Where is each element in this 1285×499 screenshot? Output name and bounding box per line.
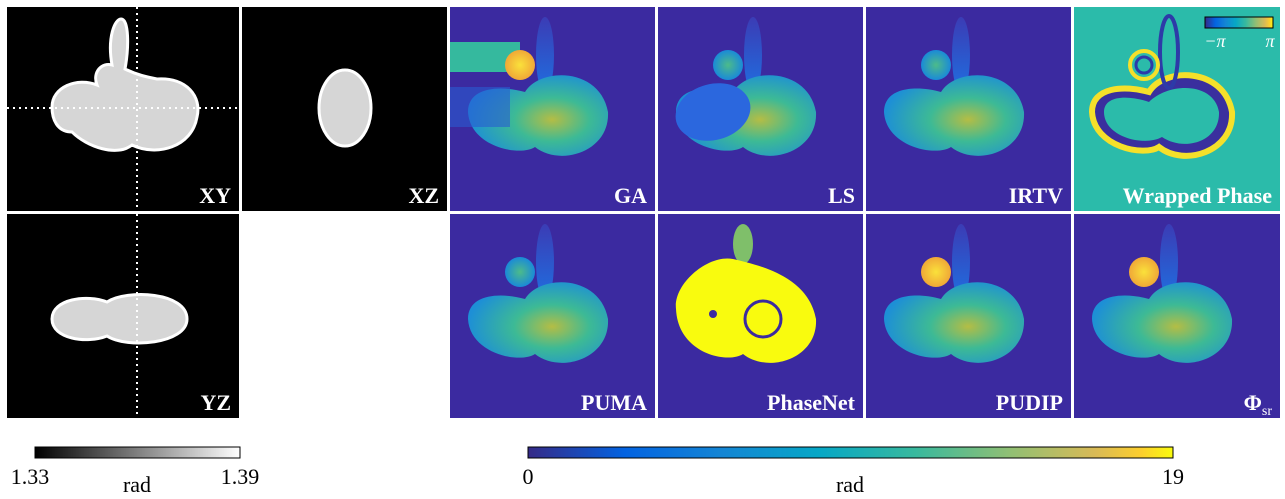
label-subscript: sr	[1262, 404, 1272, 419]
panel-label: Wrapped Phase	[1123, 183, 1273, 208]
panel-wrapped-phase: −π π Wrapped Phase	[1074, 7, 1280, 211]
panel-xy: XY	[7, 7, 239, 211]
panel-label: GA	[614, 183, 647, 208]
panel-puma: PUMA	[450, 214, 655, 418]
panel-label: Φsr	[1244, 390, 1273, 419]
panel-pudip: PUDIP	[866, 214, 1071, 418]
panel-label: PUMA	[581, 390, 647, 415]
panel-label: IRTV	[1009, 183, 1063, 208]
panel-label: LS	[828, 183, 855, 208]
colorbar-unit: rad	[836, 472, 864, 497]
colorbar-unit: rad	[123, 472, 151, 497]
panel-xz: XZ	[242, 7, 447, 211]
panel-yz: YZ	[7, 214, 239, 418]
panel-label: PhaseNet	[767, 390, 856, 415]
colorbar-max: 1.39	[221, 464, 260, 489]
panel-ga: GA	[450, 7, 655, 211]
panel-label: XY	[199, 183, 231, 208]
panel-phasenet: PhaseNet	[658, 214, 863, 418]
panel-label: XZ	[408, 183, 439, 208]
panel-label: PUDIP	[996, 390, 1063, 415]
gray-colorbar: 1.33 1.39 rad	[11, 446, 260, 497]
colorbar-min: 1.33	[11, 464, 50, 489]
panel-label: YZ	[200, 390, 231, 415]
label-symbol: Φ	[1244, 390, 1262, 415]
inset-colorbar-min: −π	[1204, 31, 1226, 51]
colorbar-min: 0	[523, 464, 534, 489]
panel-irtv: IRTV	[866, 7, 1071, 211]
inset-colorbar-max: π	[1265, 31, 1275, 51]
panel-ls: LS	[658, 7, 863, 211]
phase-colorbar: 0 19 rad	[523, 446, 1184, 497]
panel-phi-sr: Φsr	[1074, 214, 1280, 419]
colorbar-max: 19	[1162, 464, 1184, 489]
